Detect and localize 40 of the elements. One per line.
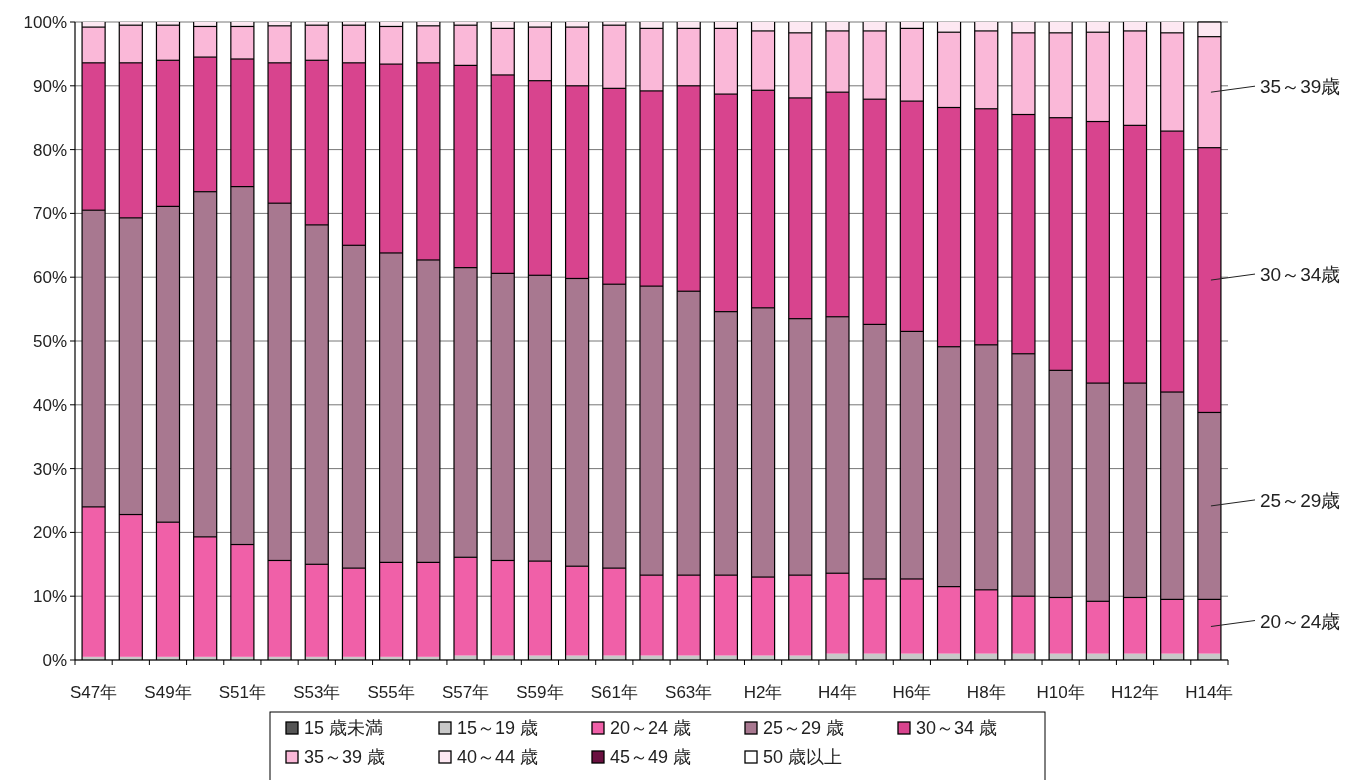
legend-label: 30～34 歳 [916, 718, 998, 738]
legend-label: 20～24 歳 [610, 718, 692, 738]
y-tick-label: 40% [32, 395, 67, 415]
y-tick-label: 60% [32, 268, 67, 288]
x-tick-label: S59年 [516, 683, 564, 702]
x-tick-label: H2年 [743, 683, 783, 702]
text: 20～24歳 [1260, 610, 1341, 632]
legend-label: 45～49 歳 [610, 747, 692, 767]
y-tick-label: 30% [32, 459, 67, 479]
text: 25～29歳 [1260, 489, 1341, 511]
y-tick-label: 90% [32, 76, 67, 96]
legend-label: 50 歳以上 [763, 747, 843, 767]
text: 30～34歳 [1260, 264, 1341, 286]
x-tick-label: S51年 [218, 683, 266, 702]
legend-label: 15 歳未満 [304, 718, 384, 738]
x-tick-label: H8年 [966, 683, 1006, 702]
x-tick-label: H6年 [892, 683, 932, 702]
x-tick-label: S49年 [144, 683, 192, 702]
legend-label: 35～39 歳 [304, 747, 386, 767]
x-tick-label: S57年 [441, 683, 490, 702]
x-tick-label: H10年 [1036, 683, 1085, 702]
y-tick-label: 50% [32, 332, 67, 351]
legend-label: 15～19 歳 [457, 718, 539, 738]
x-tick-label: H4年 [818, 683, 857, 702]
x-tick-label: S63年 [665, 683, 713, 702]
y-tick-label: 10% [32, 587, 67, 607]
y-tick-label: 80% [32, 140, 67, 160]
y-tick-label: 0% [42, 651, 67, 670]
y-tick-label: 70% [32, 204, 67, 224]
x-tick-label: S53年 [293, 683, 341, 702]
legend-label: 25～29 歳 [763, 718, 845, 738]
y-tick-label: 100% [23, 13, 67, 32]
x-tick-label: H12年 [1110, 683, 1160, 702]
x-tick-label: S55年 [367, 683, 415, 702]
x-tick-label: S61年 [590, 683, 638, 702]
x-tick-label: S47年 [69, 683, 118, 702]
legend-label: 40～44 歳 [457, 747, 539, 767]
x-tick-label: H14年 [1185, 683, 1234, 702]
text: 35～39歳 [1260, 76, 1341, 98]
y-tick-label: 20% [32, 523, 67, 543]
